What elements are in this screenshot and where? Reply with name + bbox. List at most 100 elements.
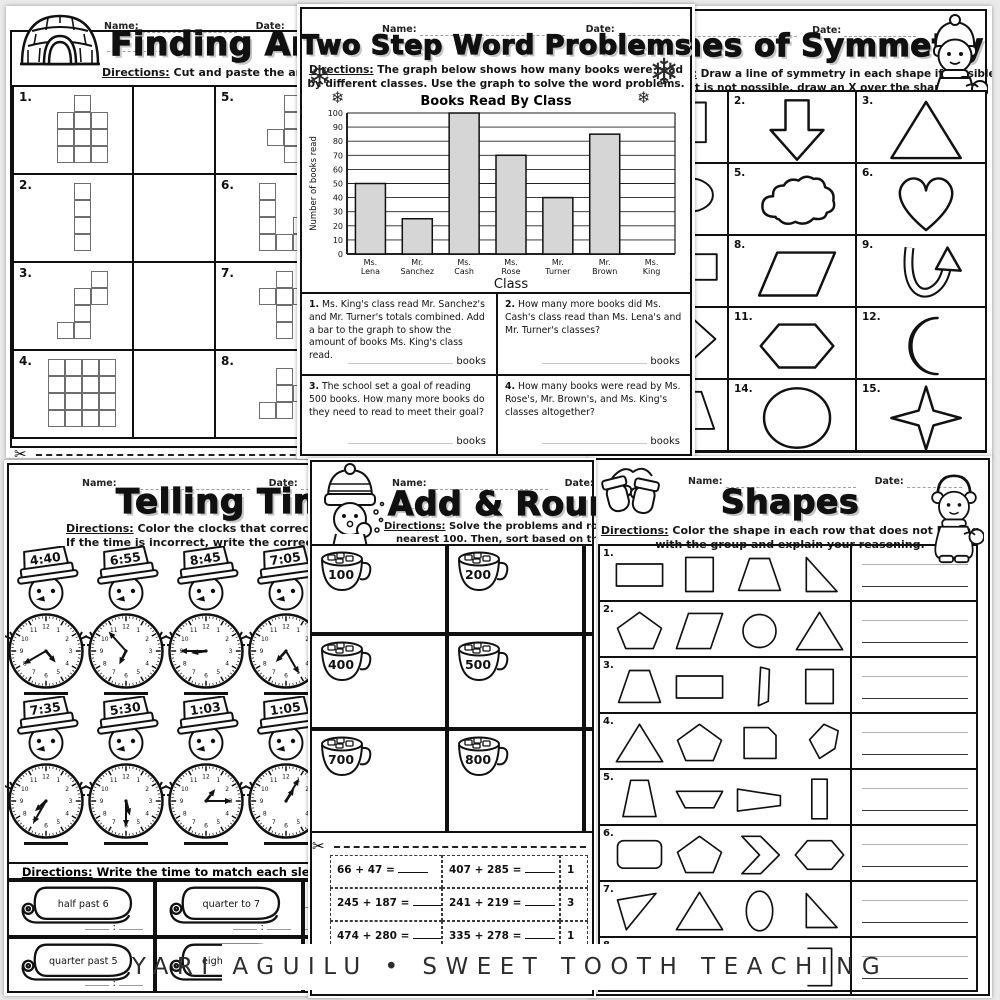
svg-text:4: 4: [145, 810, 149, 817]
time-answer-blank: :: [85, 922, 143, 933]
unit-square: [275, 401, 293, 419]
unit-square: [73, 234, 91, 251]
mug-sort-cell: [584, 729, 594, 833]
cell-number: 11.: [734, 311, 753, 323]
problem-number: 5.: [221, 90, 234, 104]
directions-label: Directions:: [21, 865, 93, 879]
snowflake-icon: ❄: [331, 88, 345, 107]
shapes-row: 7.: [600, 882, 976, 938]
mug-sort-cell: 200: [447, 544, 584, 634]
answer-line: [862, 754, 968, 755]
svg-text:2: 2: [65, 786, 69, 793]
directions-text-1: Color the clocks that correctly match th…: [137, 522, 343, 535]
svg-text:60: 60: [333, 165, 343, 174]
unit-square: [275, 322, 293, 339]
shapes-row: 2.: [600, 602, 976, 658]
unit-square: [73, 146, 91, 163]
unit-square: [99, 410, 116, 427]
svg-text:1: 1: [136, 627, 140, 634]
cocoa-mug-icon: [590, 735, 594, 781]
svg-text:4: 4: [145, 660, 149, 667]
unit-square: [90, 129, 108, 146]
hat-time: 6:55: [109, 549, 142, 568]
unit-square: [65, 376, 82, 393]
svg-text:10: 10: [261, 636, 269, 643]
svg-text:5: 5: [216, 669, 220, 676]
svg-text:90: 90: [333, 123, 343, 132]
svg-text:10: 10: [21, 636, 29, 643]
addition-problem-cell: 3: [560, 888, 588, 921]
area-answer-cell: [132, 349, 216, 439]
svg-text:Turner: Turner: [544, 267, 571, 276]
unit-square: [65, 410, 82, 427]
svg-text:11: 11: [190, 627, 198, 634]
answer-line: [862, 900, 968, 901]
addition-problem-cell: 66 + 47 =: [330, 855, 442, 888]
shape-irregular-pentagon-icon: [808, 723, 840, 760]
cut-line: ✂: [14, 444, 334, 458]
svg-text:4: 4: [225, 810, 229, 817]
symmetry-cell: 3.: [855, 90, 987, 164]
mug-sort-cell: 100: [310, 544, 447, 634]
answer-line: [862, 844, 968, 845]
svg-text:4: 4: [305, 660, 309, 667]
cell-number: 9.: [862, 239, 874, 251]
svg-text:6: 6: [124, 673, 128, 680]
answer-line: [862, 564, 968, 565]
answer-line: [862, 676, 968, 677]
shape-triangle-icon: [675, 891, 724, 931]
svg-text:12: 12: [122, 624, 130, 631]
shape-circle-icon: [762, 387, 832, 449]
unit-square: [73, 95, 91, 112]
unit-square: [82, 376, 99, 393]
svg-text:11: 11: [30, 777, 38, 784]
svg-text:3: 3: [69, 798, 73, 805]
shape-star4-icon: [890, 385, 962, 451]
area-shape-cell: 3.: [12, 261, 134, 351]
bar-chart-svg: 0102030405060708090100Ms.LenaMr.SanchezM…: [309, 109, 676, 292]
svg-text:10: 10: [181, 636, 189, 643]
area-shape-cell: 1.: [12, 85, 134, 175]
svg-text:12: 12: [122, 774, 130, 781]
name-label: Name:: [392, 478, 427, 489]
date-line: [906, 479, 962, 488]
cell-number: 14.: [734, 383, 753, 395]
unit-square: [56, 322, 74, 339]
unit-square: [82, 359, 99, 376]
symmetry-cell: 12.: [855, 306, 987, 380]
name-label: Name:: [82, 478, 117, 489]
shape-hexagon-icon: [794, 839, 845, 871]
svg-text:5: 5: [56, 669, 60, 676]
cell-number: 3.: [862, 95, 874, 107]
svg-text:70: 70: [333, 151, 343, 160]
shape-pentagon-icon: [616, 611, 663, 650]
svg-text:4: 4: [305, 810, 309, 817]
svg-text:6: 6: [204, 823, 208, 830]
mug-sort-grid: 100 200 400: [310, 544, 594, 833]
shape-scalene-triangle-icon: [616, 892, 657, 931]
svg-text:11: 11: [110, 777, 118, 784]
unit-square: [73, 129, 91, 146]
sled-icon: quarter past 5: [21, 943, 133, 981]
svg-text:Ms.: Ms.: [457, 258, 471, 267]
unit-square: [258, 234, 276, 251]
svg-text:9: 9: [260, 798, 264, 805]
answer-line: [862, 732, 968, 733]
worksheet-add-and-round: Name: Date: Add & Round Directions: Solv…: [308, 458, 596, 998]
bar: [495, 154, 527, 255]
igloo-icon: [18, 6, 102, 80]
problem-text: Ms. King's class read Mr. Sanchez's and …: [309, 299, 485, 362]
svg-text:Sanchez: Sanchez: [400, 267, 434, 276]
word-problem-cell: 1. Ms. King's class read Mr. Sanchez's a…: [300, 292, 498, 376]
svg-text:20: 20: [333, 222, 343, 231]
date-line: [617, 27, 680, 36]
name-line: [429, 481, 548, 490]
svg-text:3: 3: [229, 648, 233, 655]
unit-square: [48, 393, 65, 410]
snowman: 6:55 1 2 3 4 5 6 7 8 9 10 11 12: [85, 546, 167, 698]
answer-line: [862, 642, 968, 643]
svg-text:Number of books read: Number of books read: [309, 136, 319, 231]
